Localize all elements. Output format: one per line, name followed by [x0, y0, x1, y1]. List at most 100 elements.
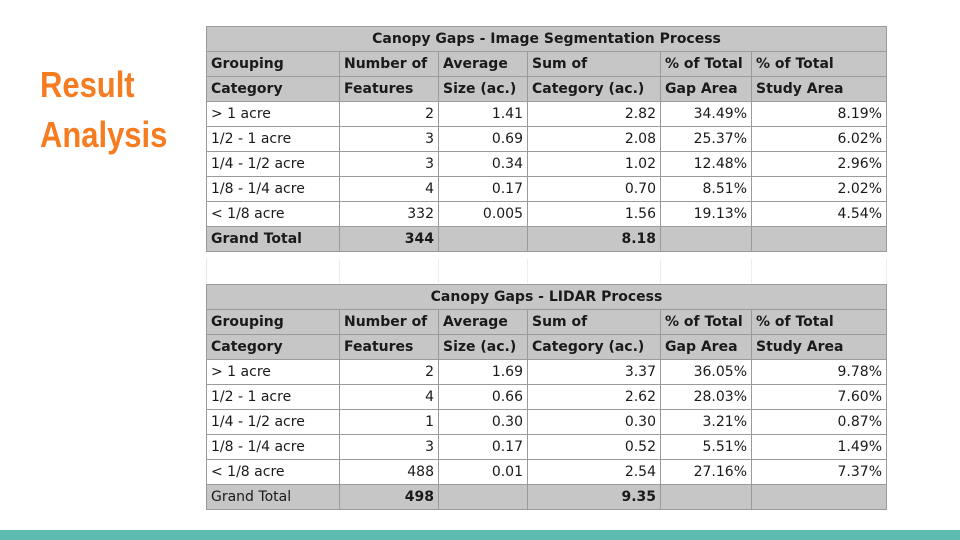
grand-total-label: Grand Total — [206, 484, 340, 510]
table-cell-features: 488 — [339, 459, 439, 485]
column-header: Sum of — [527, 309, 661, 335]
table-cell-study-pct: 0.87% — [751, 409, 887, 435]
table-cell-study-pct: 1.49% — [751, 434, 887, 460]
table-row: > 1 acre 2 1.41 2.82 34.49% 8.19% — [206, 101, 887, 127]
grand-total-sum: 8.18 — [527, 226, 661, 252]
table-cell-gap-pct: 28.03% — [660, 384, 752, 410]
column-header: Number of — [339, 309, 439, 335]
table-cell-gap-pct: 3.21% — [660, 409, 752, 435]
table-cell-category: 1/8 - 1/4 acre — [206, 434, 340, 460]
table-cell-avg-size: 0.30 — [438, 409, 528, 435]
table-cell-avg-size: 0.66 — [438, 384, 528, 410]
table-cell-gap-pct: 8.51% — [660, 176, 752, 202]
column-header: Average — [438, 51, 528, 77]
column-header: % of Total — [751, 309, 887, 335]
table-cell-sum: 1.56 — [527, 201, 661, 227]
column-header: Average — [438, 309, 528, 335]
column-header: Size (ac.) — [438, 76, 528, 102]
table-cell-features: 332 — [339, 201, 439, 227]
grand-total-empty — [438, 484, 528, 510]
table-cell-sum: 2.54 — [527, 459, 661, 485]
column-header: Size (ac.) — [438, 334, 528, 360]
slide-title: Result Analysis — [40, 60, 167, 160]
table-cell-gap-pct: 25.37% — [660, 126, 752, 152]
table-cell-sum: 0.52 — [527, 434, 661, 460]
table-row: 1/4 - 1/2 acre 3 0.34 1.02 12.48% 2.96% — [206, 151, 887, 177]
table-cell-features: 2 — [339, 359, 439, 385]
grand-total-features: 344 — [339, 226, 439, 252]
table-cell-features: 2 — [339, 101, 439, 127]
column-header: Grouping — [206, 51, 340, 77]
grand-total-empty — [751, 226, 887, 252]
table-header-row: Grouping Number of Average Sum of% of Total… — [206, 309, 887, 335]
table-cell-category: > 1 acre — [206, 101, 340, 127]
grand-total-empty — [660, 226, 752, 252]
table-header-row: Grouping Number of Average Sum of% of Total… — [206, 51, 887, 77]
table-cell-study-pct: 2.02% — [751, 176, 887, 202]
column-header: Study Area — [751, 334, 887, 360]
grand-total-sum: 9.35 — [527, 484, 661, 510]
table-caption-row: Canopy Gaps - Image Segmentation Process — [206, 26, 887, 52]
table-caption-row: Canopy Gaps - LIDAR Process — [206, 284, 887, 310]
table-row: 1/8 - 1/4 acre 4 0.17 0.70 8.51% 2.02% — [206, 176, 887, 202]
table-cell-gap-pct: 34.49% — [660, 101, 752, 127]
table-caption: Canopy Gaps - Image Segmentation Process — [206, 26, 887, 52]
table-cell-features: 3 — [339, 151, 439, 177]
table-cell-avg-size: 0.17 — [438, 434, 528, 460]
table-cell-gap-pct: 19.13% — [660, 201, 752, 227]
grand-total-label: Grand Total — [206, 226, 340, 252]
grand-total-empty — [438, 226, 528, 252]
table-cell-sum: 0.30 — [527, 409, 661, 435]
column-header: Gap Area — [660, 76, 752, 102]
table-cell-study-pct: 7.60% — [751, 384, 887, 410]
grand-total-row: Grand Total 498 9.35 — [206, 484, 887, 510]
slide-title-line-2: Analysis — [40, 114, 168, 155]
table-cell-sum: 1.02 — [527, 151, 661, 177]
column-header: Category — [206, 334, 340, 360]
table-cell-study-pct: 2.96% — [751, 151, 887, 177]
column-header: % of Total — [660, 51, 752, 77]
table-cell-category: 1/2 - 1 acre — [206, 384, 340, 410]
table-cell-gap-pct: 36.05% — [660, 359, 752, 385]
table-cell-avg-size: 0.005 — [438, 201, 528, 227]
table-cell-gap-pct: 5.51% — [660, 434, 752, 460]
table-cell-avg-size: 0.34 — [438, 151, 528, 177]
table-header-row: Category Features Size (ac.) Category (ac.)… — [206, 334, 887, 360]
column-header: Number of — [339, 51, 439, 77]
table-cell-features: 4 — [339, 384, 439, 410]
table-cell-study-pct: 4.54% — [751, 201, 887, 227]
table-cell-category: < 1/8 acre — [206, 201, 340, 227]
table-cell-category: 1/2 - 1 acre — [206, 126, 340, 152]
table-cell-study-pct: 9.78% — [751, 359, 887, 385]
column-header: % of Total — [751, 51, 887, 77]
table-row: 1/2 - 1 acre 3 0.69 2.08 25.37% 6.02% — [206, 126, 887, 152]
table-row: > 1 acre 2 1.69 3.37 36.05% 9.78% — [206, 359, 887, 385]
table-cell-sum: 2.62 — [527, 384, 661, 410]
column-header: Category (ac.) — [527, 334, 661, 360]
table-cell-study-pct: 8.19% — [751, 101, 887, 127]
column-header: Grouping — [206, 309, 340, 335]
table-cell-category: < 1/8 acre — [206, 459, 340, 485]
grand-total-empty — [751, 484, 887, 510]
grand-total-empty — [660, 484, 752, 510]
table-cell-avg-size: 0.17 — [438, 176, 528, 202]
bottom-accent-bar — [0, 530, 960, 540]
table-caption: Canopy Gaps - LIDAR Process — [206, 284, 887, 310]
table-cell-category: 1/4 - 1/2 acre — [206, 151, 340, 177]
table-header-row: Category Features Size (ac.) Category (ac.)… — [206, 76, 887, 102]
column-header: % of Total — [660, 309, 752, 335]
column-header: Category — [206, 76, 340, 102]
column-header: Features — [339, 76, 439, 102]
column-header: Sum of — [527, 51, 661, 77]
column-header: Study Area — [751, 76, 887, 102]
column-header: Features — [339, 334, 439, 360]
column-header: Gap Area — [660, 334, 752, 360]
table-row: < 1/8 acre 488 0.01 2.54 27.16% 7.37% — [206, 459, 887, 485]
lidar-table: Canopy Gaps - LIDAR Process Grouping Numbe… — [206, 284, 887, 510]
table-cell-features: 1 — [339, 409, 439, 435]
segmentation-table: Canopy Gaps - Image Segmentation Process… — [206, 26, 887, 252]
table-cell-study-pct: 7.37% — [751, 459, 887, 485]
table-row: 1/8 - 1/4 acre 3 0.17 0.52 5.51% 1.49% — [206, 434, 887, 460]
table-cell-features: 3 — [339, 434, 439, 460]
table-cell-sum: 3.37 — [527, 359, 661, 385]
